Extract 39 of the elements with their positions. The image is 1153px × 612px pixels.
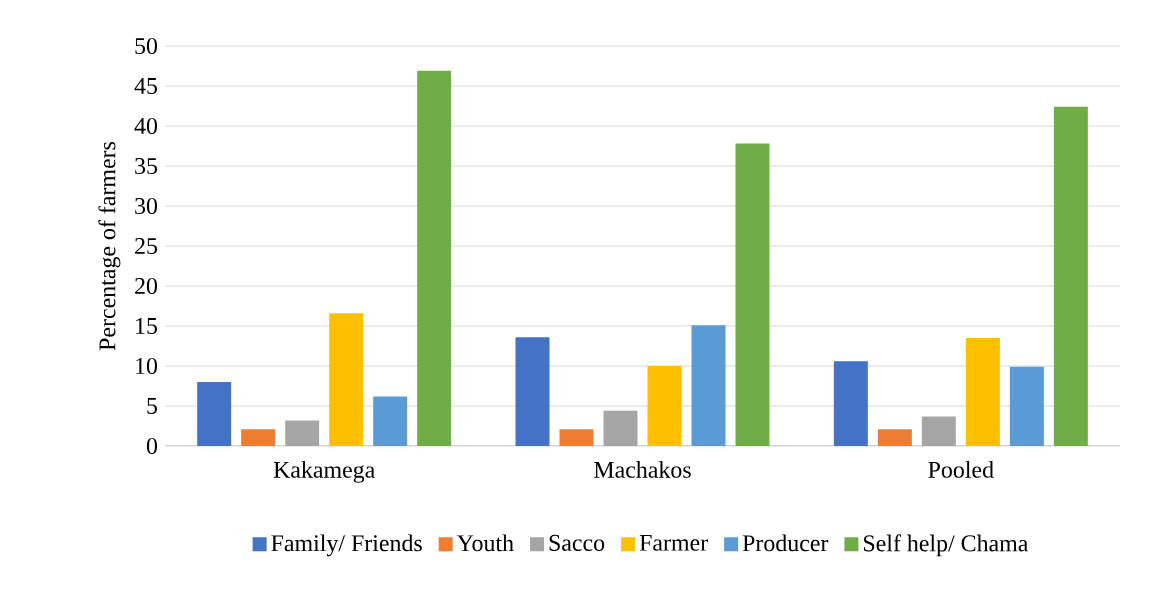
- bar: [833, 361, 868, 446]
- bar: [877, 429, 912, 446]
- bar: [965, 338, 1000, 446]
- bar: [329, 313, 364, 446]
- legend-label: Producer: [742, 534, 829, 552]
- y-tick-label: 45: [134, 78, 158, 94]
- y-tick-label: 50: [135, 37, 158, 55]
- bar: [735, 143, 770, 446]
- bar: [1009, 366, 1044, 446]
- bar: [373, 396, 408, 446]
- bar: [603, 410, 638, 446]
- bar: [241, 429, 276, 446]
- y-tick-label: 35: [135, 157, 158, 175]
- bar: [197, 382, 232, 446]
- bar: [285, 420, 320, 446]
- x-tick-label: Kakamega: [273, 461, 375, 483]
- bar: [417, 70, 452, 446]
- y-tick-label: 25: [135, 237, 158, 255]
- bar: [559, 429, 594, 446]
- bar: [515, 337, 550, 446]
- y-tick-label: 5: [147, 398, 158, 414]
- x-tick-label: Machakos: [594, 461, 691, 478]
- y-axis-title: Percentage of farmers: [98, 141, 121, 351]
- y-tick-label: 0: [146, 437, 158, 455]
- legend-label: Youth: [456, 534, 514, 552]
- legend-label: Family/ Friends: [271, 534, 422, 557]
- bar: [691, 325, 726, 446]
- bar: [1053, 106, 1088, 446]
- legend-label: Self help/ Chama: [863, 534, 1029, 557]
- y-tick-label: 30: [135, 197, 158, 215]
- legend-label: Farmer: [639, 534, 708, 551]
- legend-label: Sacco: [549, 534, 605, 551]
- y-tick-label: 20: [135, 277, 158, 295]
- y-tick-label: 10: [136, 357, 158, 375]
- y-tick-label: 40: [134, 117, 158, 135]
- bar: [921, 416, 956, 446]
- x-tick-label: Pooled: [928, 461, 994, 478]
- bar: [647, 366, 682, 446]
- y-tick-label: 15: [136, 317, 158, 334]
